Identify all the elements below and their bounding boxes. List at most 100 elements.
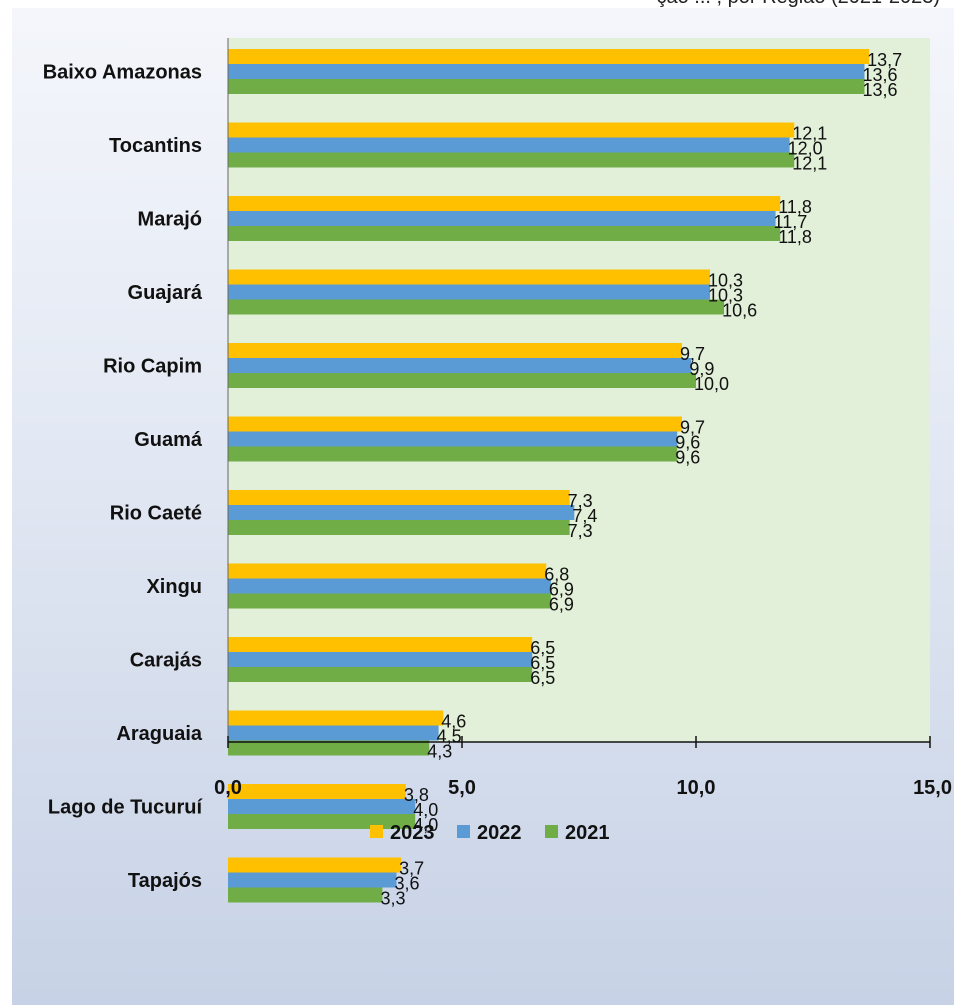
category-label: Rio Caeté	[110, 503, 202, 525]
value-label: 3,8	[404, 785, 429, 805]
x-tick-label: 15,0	[913, 777, 952, 799]
bar-2023	[228, 784, 406, 799]
bar-2022	[228, 872, 397, 888]
bar-2022	[228, 725, 439, 741]
bar-2022	[228, 799, 416, 814]
chart-title-cut: ção ... , por Região (2021-2023)	[656, 0, 940, 8]
value-label: 10,6	[722, 301, 757, 321]
bar-2022	[228, 578, 551, 594]
bar-2021	[228, 152, 795, 168]
category-label: Baixo Amazonas	[43, 62, 202, 84]
value-label: 6,5	[530, 653, 555, 673]
bar-2022	[228, 137, 790, 153]
value-label: 13,7	[867, 50, 902, 70]
legend-swatch-2021	[545, 825, 558, 838]
category-label: Carajás	[130, 650, 202, 672]
value-label: 6,5	[530, 638, 555, 658]
value-label: 7,3	[568, 521, 593, 541]
bar-2021	[228, 740, 430, 756]
value-label: 4,0	[413, 815, 438, 835]
legend-swatch-2023	[370, 825, 383, 838]
value-label: 9,6	[675, 433, 700, 453]
bar-2022	[228, 211, 776, 226]
bar-2021	[228, 520, 570, 535]
category-label: Tocantins	[109, 135, 202, 157]
bar-2021	[228, 373, 696, 388]
category-label: Araguaia	[116, 723, 202, 745]
category-labels: Baixo Amazonas Tocantins Marajó Guajará Rio …	[43, 62, 204, 893]
legend-label: 2023	[390, 822, 435, 844]
bar-2021	[228, 887, 383, 903]
legend-label: 2021	[565, 822, 610, 844]
category-label: Guamá	[134, 429, 203, 451]
bar-2022	[228, 431, 678, 447]
bar-2023	[228, 196, 781, 211]
value-label: 13,6	[862, 80, 897, 100]
value-label: 9,6	[675, 448, 700, 468]
value-label: 10,3	[708, 271, 743, 291]
value-label: 3,6	[394, 874, 419, 894]
value-label: 9,7	[680, 344, 705, 364]
value-label: 10,0	[694, 374, 729, 394]
bar-2023	[228, 416, 682, 432]
value-label: 6,5	[530, 668, 555, 688]
value-label: 12,1	[792, 124, 827, 144]
category-label: Guajará	[128, 282, 203, 304]
bar-2022	[228, 64, 865, 79]
bars-group	[228, 49, 870, 903]
value-label: 4,3	[427, 742, 452, 762]
bar-2021	[228, 593, 551, 609]
bar-2023	[228, 122, 795, 138]
value-label: 11,8	[778, 227, 812, 247]
value-label: 13,6	[862, 65, 897, 85]
x-tick-label: 10,0	[677, 777, 716, 799]
value-label: 7,3	[568, 491, 593, 511]
bar-2023	[228, 490, 570, 505]
bar-2021	[228, 814, 416, 829]
x-tick-label: 5,0	[448, 777, 476, 799]
x-axis: 0,0 5,0 10,0 15,0	[214, 38, 952, 799]
bar-2023	[228, 637, 533, 652]
bar-2023	[228, 710, 444, 726]
value-label: 9,7	[680, 418, 705, 438]
value-label: 11,8	[778, 197, 812, 217]
category-label: Xingu	[146, 576, 202, 598]
bar-2021	[228, 79, 865, 94]
legend-swatch-2022	[457, 825, 470, 838]
bar-2023	[228, 857, 402, 873]
value-label: 3,7	[399, 859, 424, 879]
bar-2022	[228, 652, 533, 667]
value-label: 6,9	[549, 595, 574, 615]
value-labels: 13,713,613,612,112,012,111,811,711,810,3…	[380, 50, 902, 909]
value-label: 7,4	[572, 506, 597, 526]
value-label: 12,1	[792, 154, 827, 174]
value-label: 6,8	[544, 565, 569, 585]
bar-2022	[228, 505, 575, 520]
value-label: 9,9	[689, 359, 714, 379]
bar-2023	[228, 563, 547, 579]
bar-2023	[228, 269, 711, 285]
x-tick-label: 0,0	[214, 777, 242, 799]
category-label: Marajó	[138, 209, 202, 231]
bar-2023	[228, 49, 870, 64]
bar-2022	[228, 358, 692, 373]
value-label: 3,3	[380, 889, 405, 909]
value-label: 12,0	[788, 139, 823, 159]
value-label: 10,3	[708, 286, 743, 306]
category-label: Rio Capim	[103, 356, 202, 378]
value-label: 4,0	[413, 800, 438, 820]
bar-2021	[228, 667, 533, 682]
header-strip: ção ... , por Região (2021-2023)	[0, 0, 954, 8]
value-label: 6,9	[549, 580, 574, 600]
bar-2021	[228, 446, 678, 462]
category-label: Tapajós	[128, 870, 202, 892]
bar-2021	[228, 299, 725, 315]
value-label: 4,6	[441, 712, 466, 732]
bar-2023	[228, 343, 682, 358]
category-label: Lago de Tucuruí	[48, 797, 204, 819]
legend-label: 2022	[477, 822, 522, 844]
bar-2021	[228, 226, 781, 241]
bar-2022	[228, 284, 711, 300]
value-label: 11,7	[774, 212, 808, 232]
